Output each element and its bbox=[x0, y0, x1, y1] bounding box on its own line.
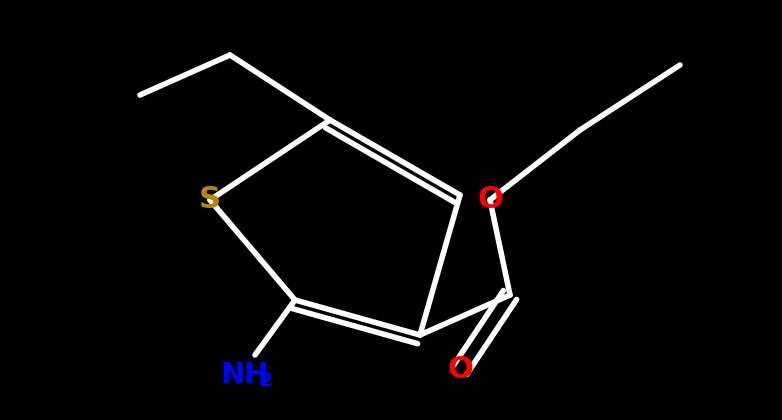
Text: O: O bbox=[447, 355, 473, 384]
Text: S: S bbox=[199, 186, 221, 215]
Text: 2: 2 bbox=[258, 370, 272, 389]
Text: O: O bbox=[477, 186, 503, 215]
Text: NH: NH bbox=[221, 361, 269, 389]
